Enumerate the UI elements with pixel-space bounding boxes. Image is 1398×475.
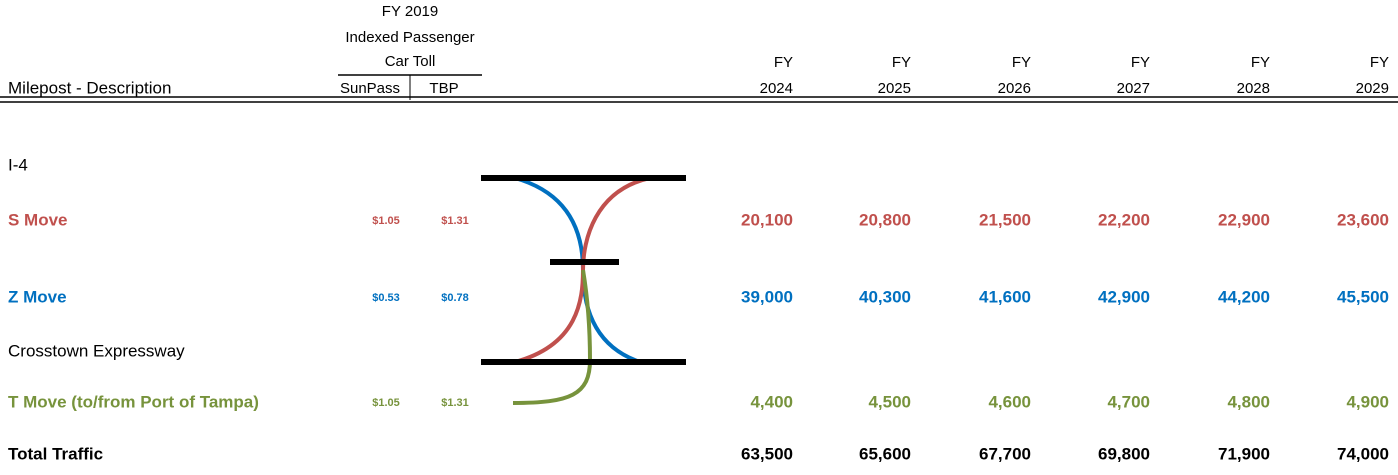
traffic-value: 23,600 [1337, 210, 1389, 229]
year-fy: FY [1370, 54, 1389, 71]
sunpass-toll: $0.53 [372, 292, 400, 304]
traffic-value: 22,200 [1098, 210, 1150, 229]
traffic-value: 69,800 [1098, 444, 1150, 463]
s-move-curve [514, 176, 651, 364]
row-label: S Move [8, 210, 68, 229]
row-label: Z Move [8, 287, 67, 306]
sunpass-toll: $1.05 [372, 397, 400, 409]
traffic-value: 21,500 [979, 210, 1031, 229]
traffic-value: 4,800 [1227, 392, 1270, 411]
traffic-value: 42,900 [1098, 287, 1150, 306]
year-number: 2028 [1237, 80, 1270, 97]
traffic-value: 44,200 [1218, 287, 1270, 306]
year-number: 2026 [998, 80, 1031, 97]
row-label: Crosstown Expressway [8, 341, 185, 360]
t-move-curve [512, 269, 593, 405]
movement-diagram [481, 175, 686, 405]
z-move-curve [514, 176, 641, 364]
header-description: Milepost - Description [8, 78, 171, 97]
year-fy: FY [1131, 54, 1150, 71]
traffic-value: 4,900 [1346, 392, 1389, 411]
header-tbp: TBP [429, 80, 458, 97]
traffic-value: 63,500 [741, 444, 793, 463]
tbp-toll: $1.31 [441, 397, 469, 409]
traffic-value: 71,900 [1218, 444, 1270, 463]
tbp-toll: $0.78 [441, 292, 469, 304]
row-label: Total Traffic [8, 444, 103, 463]
year-number: 2024 [760, 80, 793, 97]
header-fy: FY 2019 [382, 3, 438, 20]
traffic-value: 65,600 [859, 444, 911, 463]
year-fy: FY [774, 54, 793, 71]
year-fy: FY [1251, 54, 1270, 71]
traffic-value: 4,600 [988, 392, 1031, 411]
header-toll-title: Indexed Passenger [345, 29, 474, 46]
traffic-value: 22,900 [1218, 210, 1270, 229]
row-label: I-4 [8, 155, 28, 174]
traffic-value: 41,600 [979, 287, 1031, 306]
traffic-value: 4,700 [1107, 392, 1150, 411]
traffic-value: 4,500 [868, 392, 911, 411]
row-label: T Move (to/from Port of Tampa) [8, 392, 259, 411]
header-sunpass: SunPass [340, 80, 400, 97]
traffic-value: 20,100 [741, 210, 793, 229]
traffic-value: 45,500 [1337, 287, 1389, 306]
year-number: 2025 [878, 80, 911, 97]
traffic-value: 20,800 [859, 210, 911, 229]
sunpass-toll: $1.05 [372, 215, 400, 227]
year-number: 2027 [1117, 80, 1150, 97]
year-fy: FY [892, 54, 911, 71]
traffic-value: 74,000 [1337, 444, 1389, 463]
traffic-value: 4,400 [750, 392, 793, 411]
traffic-value: 39,000 [741, 287, 793, 306]
traffic-value: 40,300 [859, 287, 911, 306]
year-fy: FY [1012, 54, 1031, 71]
year-number: 2029 [1356, 80, 1389, 97]
tbp-toll: $1.31 [441, 215, 469, 227]
traffic-value: 67,700 [979, 444, 1031, 463]
header-toll-title: Car Toll [385, 53, 436, 70]
